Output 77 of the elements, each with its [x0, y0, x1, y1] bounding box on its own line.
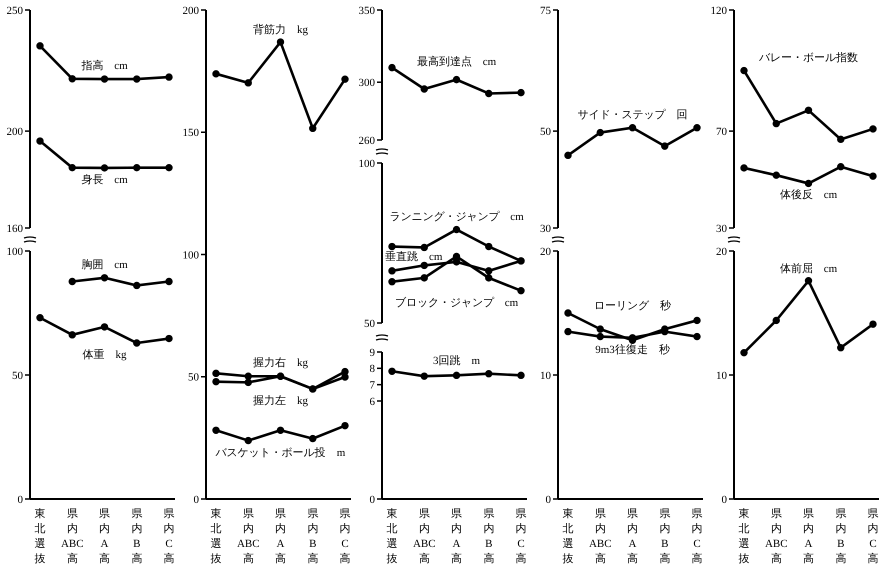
- x-tick-label: 県内A高: [275, 508, 286, 565]
- series-label: バレー・ボール指数: [759, 52, 858, 65]
- x-tick-label: 県内A高: [803, 508, 814, 565]
- x-tick-label: 県内B高: [307, 508, 318, 565]
- series-label: ブロック・ジャンプ cm: [394, 296, 518, 310]
- x-tick-label: 県内ABC高: [588, 508, 612, 565]
- y-tick-label: 150: [182, 127, 200, 140]
- x-tick-label: 県内B高: [835, 508, 846, 565]
- x-tick-label: 県内C高: [516, 508, 526, 565]
- y-tick-label: 0: [722, 494, 728, 506]
- series-label: ローリング 秒: [594, 300, 671, 313]
- series-label: サイド・ステップ 回: [578, 108, 688, 122]
- y-tick-label: 7: [370, 380, 376, 392]
- series-label: 3回跳 m: [432, 354, 480, 368]
- series-label: 握力左 kg: [253, 394, 308, 408]
- series-label: 体重 kg: [82, 348, 126, 362]
- y-tick-label: 20: [540, 246, 552, 258]
- x-tick-label: 東北選抜: [386, 507, 398, 565]
- y-tick-label: 0: [546, 494, 552, 506]
- y-tick-label: 100: [358, 158, 376, 170]
- x-tick-label: 県内ABC高: [764, 508, 788, 565]
- y-tick-label: 100: [6, 246, 24, 258]
- y-tick-label: 0: [194, 494, 200, 506]
- y-tick-label: 10: [540, 370, 552, 382]
- x-tick-label: 東北選抜: [738, 507, 750, 565]
- series-label: 胸囲 cm: [81, 258, 128, 272]
- y-tick-label: 6: [370, 396, 376, 408]
- series-label: ランニング・ジャンプ cm: [389, 210, 524, 224]
- y-tick-label: 50: [12, 370, 24, 382]
- series-label: 垂直跳 cm: [385, 250, 442, 264]
- y-tick-label: 300: [358, 77, 376, 90]
- y-tick-label: 0: [18, 494, 24, 506]
- series-label: 身長 cm: [81, 174, 128, 187]
- y-tick-label: 9: [370, 346, 376, 359]
- y-tick-label: 30: [716, 222, 728, 235]
- x-tick-label: 県内C高: [340, 508, 350, 565]
- y-tick-label: 50: [188, 372, 200, 384]
- y-tick-label: 8: [370, 363, 376, 376]
- x-tick-label: 県内ABC高: [412, 508, 436, 565]
- x-tick-label: 県内ABC高: [236, 508, 260, 565]
- x-tick-label: 東北選抜: [562, 507, 574, 565]
- series-label: 背筋力 kg: [253, 24, 308, 37]
- x-tick-label: 県内A高: [99, 508, 110, 565]
- y-tick-label: 50: [364, 318, 376, 330]
- x-tick-label: 県内B高: [659, 508, 670, 565]
- y-tick-label: 20: [716, 246, 728, 258]
- x-tick-label: 東北選抜: [210, 507, 222, 565]
- y-tick-label: 120: [710, 4, 728, 17]
- y-tick-label: 30: [540, 222, 552, 235]
- series-label: 体後反 cm: [780, 189, 838, 202]
- y-tick-label: 0: [370, 494, 376, 506]
- x-tick-label: 県内A高: [451, 508, 462, 565]
- series-label: 指高 cm: [81, 60, 128, 73]
- y-tick-label: 260: [358, 134, 376, 147]
- series-label: 9m3往復走 秒: [595, 344, 670, 357]
- y-tick-label: 50: [540, 126, 552, 138]
- y-tick-label: 10: [716, 370, 728, 382]
- x-tick-label: 県内B高: [131, 508, 142, 565]
- x-tick-label: 県内C高: [164, 508, 174, 565]
- series-label: 体前屈 cm: [780, 262, 838, 276]
- y-tick-label: 200: [6, 126, 24, 138]
- series-label: 握力右 kg: [253, 356, 308, 370]
- y-tick-label: 250: [6, 4, 24, 17]
- x-tick-label: 県内ABC高: [60, 508, 84, 565]
- series-label: 最高到達点 cm: [416, 56, 496, 70]
- y-tick-label: 350: [358, 4, 376, 17]
- y-tick-label: 75: [540, 4, 552, 17]
- x-tick-label: 県内A高: [627, 508, 638, 565]
- y-tick-label: 160: [6, 222, 24, 235]
- x-tick-label: 県内C高: [868, 508, 878, 565]
- y-tick-label: 200: [182, 4, 200, 17]
- x-tick-label: 東北選抜: [34, 507, 46, 565]
- y-tick-label: 70: [716, 126, 728, 138]
- y-tick-label: 100: [182, 249, 200, 262]
- x-tick-label: 県内C高: [692, 508, 702, 565]
- x-tick-label: 県内B高: [483, 508, 494, 565]
- series-label: バスケット・ボール投 m: [216, 446, 346, 460]
